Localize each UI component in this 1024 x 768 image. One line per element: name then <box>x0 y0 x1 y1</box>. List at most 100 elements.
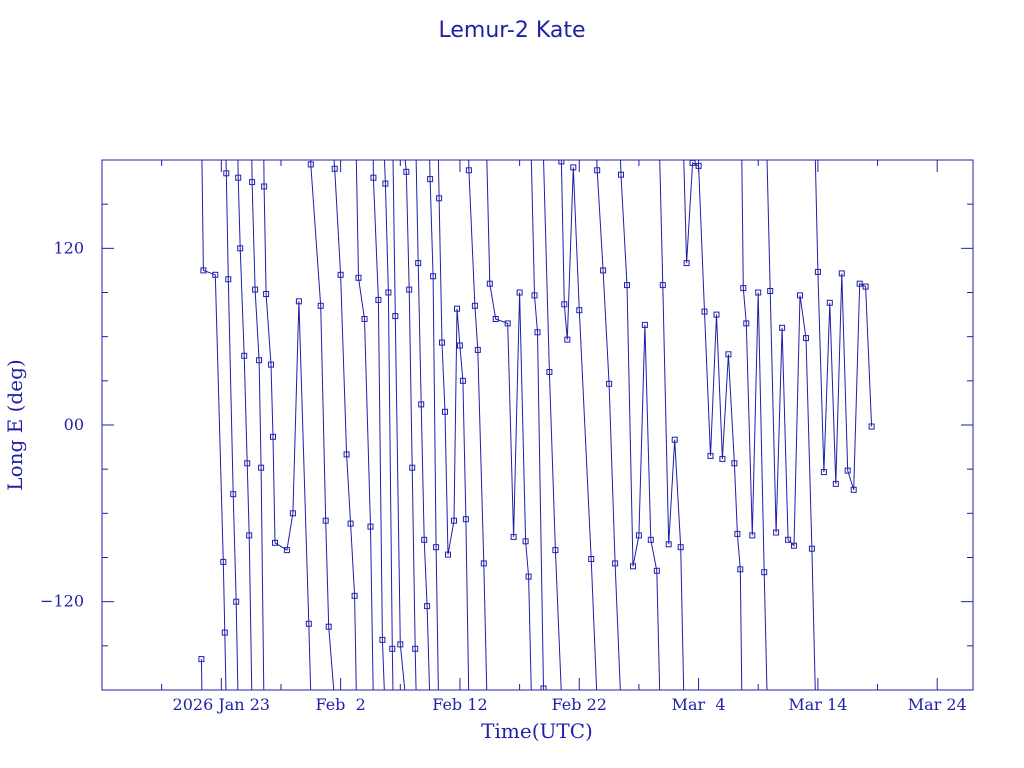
data-point <box>272 539 278 546</box>
data-point <box>392 313 399 320</box>
data-point <box>221 629 228 636</box>
data-point <box>743 320 750 327</box>
data-point <box>838 270 845 277</box>
axis-ticks <box>101 159 973 691</box>
data-point <box>198 656 205 663</box>
x-tick-label: Feb 12 <box>432 695 487 714</box>
data-point <box>659 282 666 289</box>
y-tick-label: −120 <box>40 592 84 611</box>
data-point <box>237 245 244 252</box>
data-point <box>630 563 636 570</box>
data-point <box>462 516 469 523</box>
data-point <box>454 305 460 312</box>
data-point <box>212 271 219 278</box>
data-point <box>868 423 875 430</box>
data-point <box>740 285 747 292</box>
data-point <box>725 351 732 358</box>
y-tick-labels: 120 00 −120 <box>40 238 84 610</box>
data-point <box>252 286 259 293</box>
data-point <box>289 510 296 517</box>
data-point <box>223 170 230 177</box>
data-point <box>856 280 863 287</box>
data-point <box>445 551 451 558</box>
data-point <box>612 560 619 567</box>
data-point <box>808 545 815 552</box>
data-point <box>367 523 374 530</box>
data-point <box>351 592 358 599</box>
data-point <box>635 532 642 539</box>
data-point <box>295 298 302 305</box>
plot-area <box>198 160 875 690</box>
data-point <box>844 467 851 474</box>
data-point <box>337 271 344 278</box>
data-point <box>647 536 654 543</box>
data-point <box>486 280 493 287</box>
data-point <box>459 377 466 384</box>
data-point <box>418 401 425 408</box>
data-point <box>430 273 437 280</box>
data-point <box>734 530 741 537</box>
data-point <box>325 623 332 630</box>
data-point <box>409 464 416 471</box>
data-point <box>406 286 413 293</box>
data-point <box>270 433 276 440</box>
x-tick-label: 2026 Jan 23 <box>173 695 271 714</box>
data-point <box>832 480 839 487</box>
data-point <box>558 160 565 165</box>
data-point <box>415 260 422 267</box>
series-group <box>198 160 875 690</box>
series-line <box>200 160 873 690</box>
data-point <box>504 320 511 327</box>
data-point <box>233 598 240 605</box>
data-point <box>862 283 869 290</box>
data-point <box>749 532 756 539</box>
data-point <box>439 339 445 346</box>
data-point <box>200 267 207 274</box>
data-point <box>263 291 270 297</box>
data-point <box>456 342 463 349</box>
data-point <box>773 529 780 536</box>
plot-frame <box>101 159 974 691</box>
data-point <box>755 289 762 296</box>
data-point <box>283 547 290 554</box>
data-point <box>701 308 708 315</box>
data-point <box>624 282 630 289</box>
data-point <box>305 620 312 627</box>
data-point <box>546 369 553 375</box>
data-point <box>588 556 595 562</box>
data-point <box>531 292 538 299</box>
data-point <box>379 636 386 643</box>
data-point <box>433 544 440 551</box>
data-point <box>474 346 481 353</box>
data-point <box>427 176 434 183</box>
y-axis-label: Long E (deg) <box>3 359 27 490</box>
y-tick-label: 120 <box>53 238 84 257</box>
data-point <box>570 164 577 171</box>
data-point <box>767 288 774 294</box>
data-point <box>689 160 696 166</box>
data-point <box>343 451 350 458</box>
data-point <box>540 685 547 690</box>
data-point <box>525 573 532 580</box>
data-point <box>680 160 687 161</box>
data-point <box>421 536 428 543</box>
data-point <box>510 533 517 540</box>
data-point <box>375 296 382 303</box>
data-point <box>389 645 396 652</box>
data-point <box>370 174 377 181</box>
data-point <box>261 183 268 190</box>
data-point <box>403 168 410 175</box>
data-point <box>235 174 242 181</box>
data-point <box>258 464 265 471</box>
data-point <box>653 567 660 574</box>
data-point <box>361 316 368 322</box>
data-point <box>618 171 624 178</box>
data-point <box>797 292 803 299</box>
data-point <box>249 179 256 186</box>
data-point <box>220 558 227 565</box>
data-point <box>850 486 857 493</box>
data-point <box>606 380 613 387</box>
y-tick-label: 00 <box>64 415 84 434</box>
data-point <box>683 260 690 267</box>
